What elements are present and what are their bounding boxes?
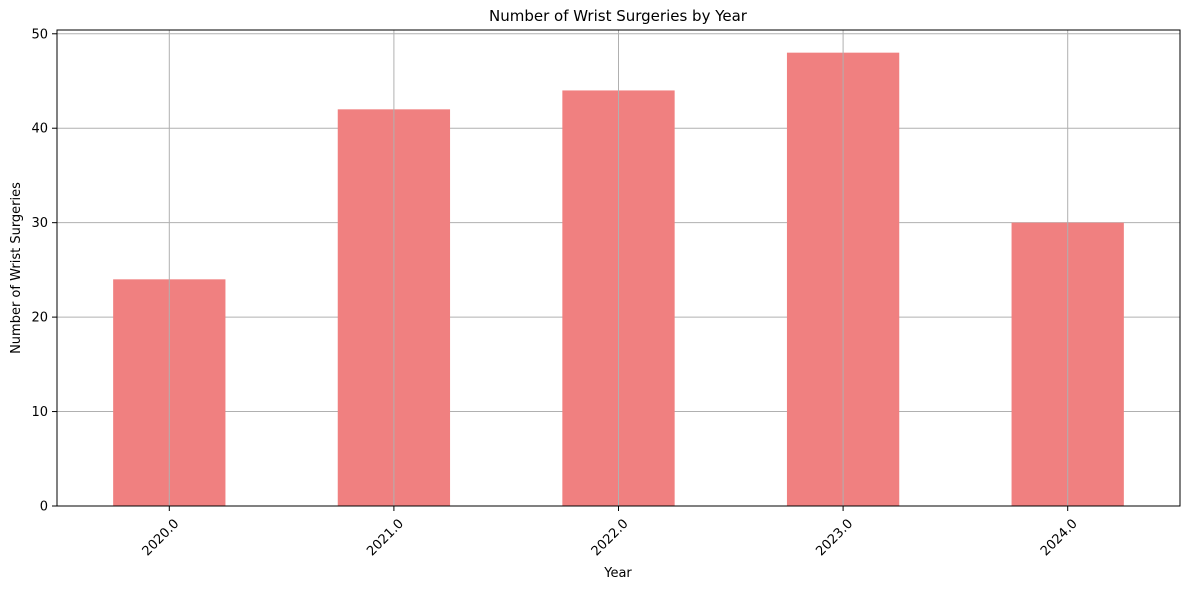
x-tick-label: 2022.0 [589,516,632,559]
x-axis-title: Year [603,566,632,581]
x-tick-label: 2023.0 [813,516,856,559]
y-axis-title: Number of Wrist Surgeries [9,182,24,354]
x-tick-label: 2024.0 [1038,516,1081,559]
y-tick-label: 30 [31,216,48,231]
y-tick-label: 20 [31,311,48,326]
y-tick-label: 0 [40,500,48,515]
chart-title: Number of Wrist Surgeries by Year [489,7,748,25]
x-tick-label: 2021.0 [364,516,407,559]
y-axis-ticks: 0 10 20 30 40 50 [31,27,57,515]
y-tick-label: 10 [31,405,48,420]
y-tick-label: 40 [31,122,48,137]
x-tick-label: 2020.0 [140,516,183,559]
x-axis-ticks: 2020.0 2021.0 2022.0 2023.0 2024.0 [140,506,1081,559]
vertical-grid-lines [168,30,1069,506]
y-tick-label: 50 [31,27,48,42]
